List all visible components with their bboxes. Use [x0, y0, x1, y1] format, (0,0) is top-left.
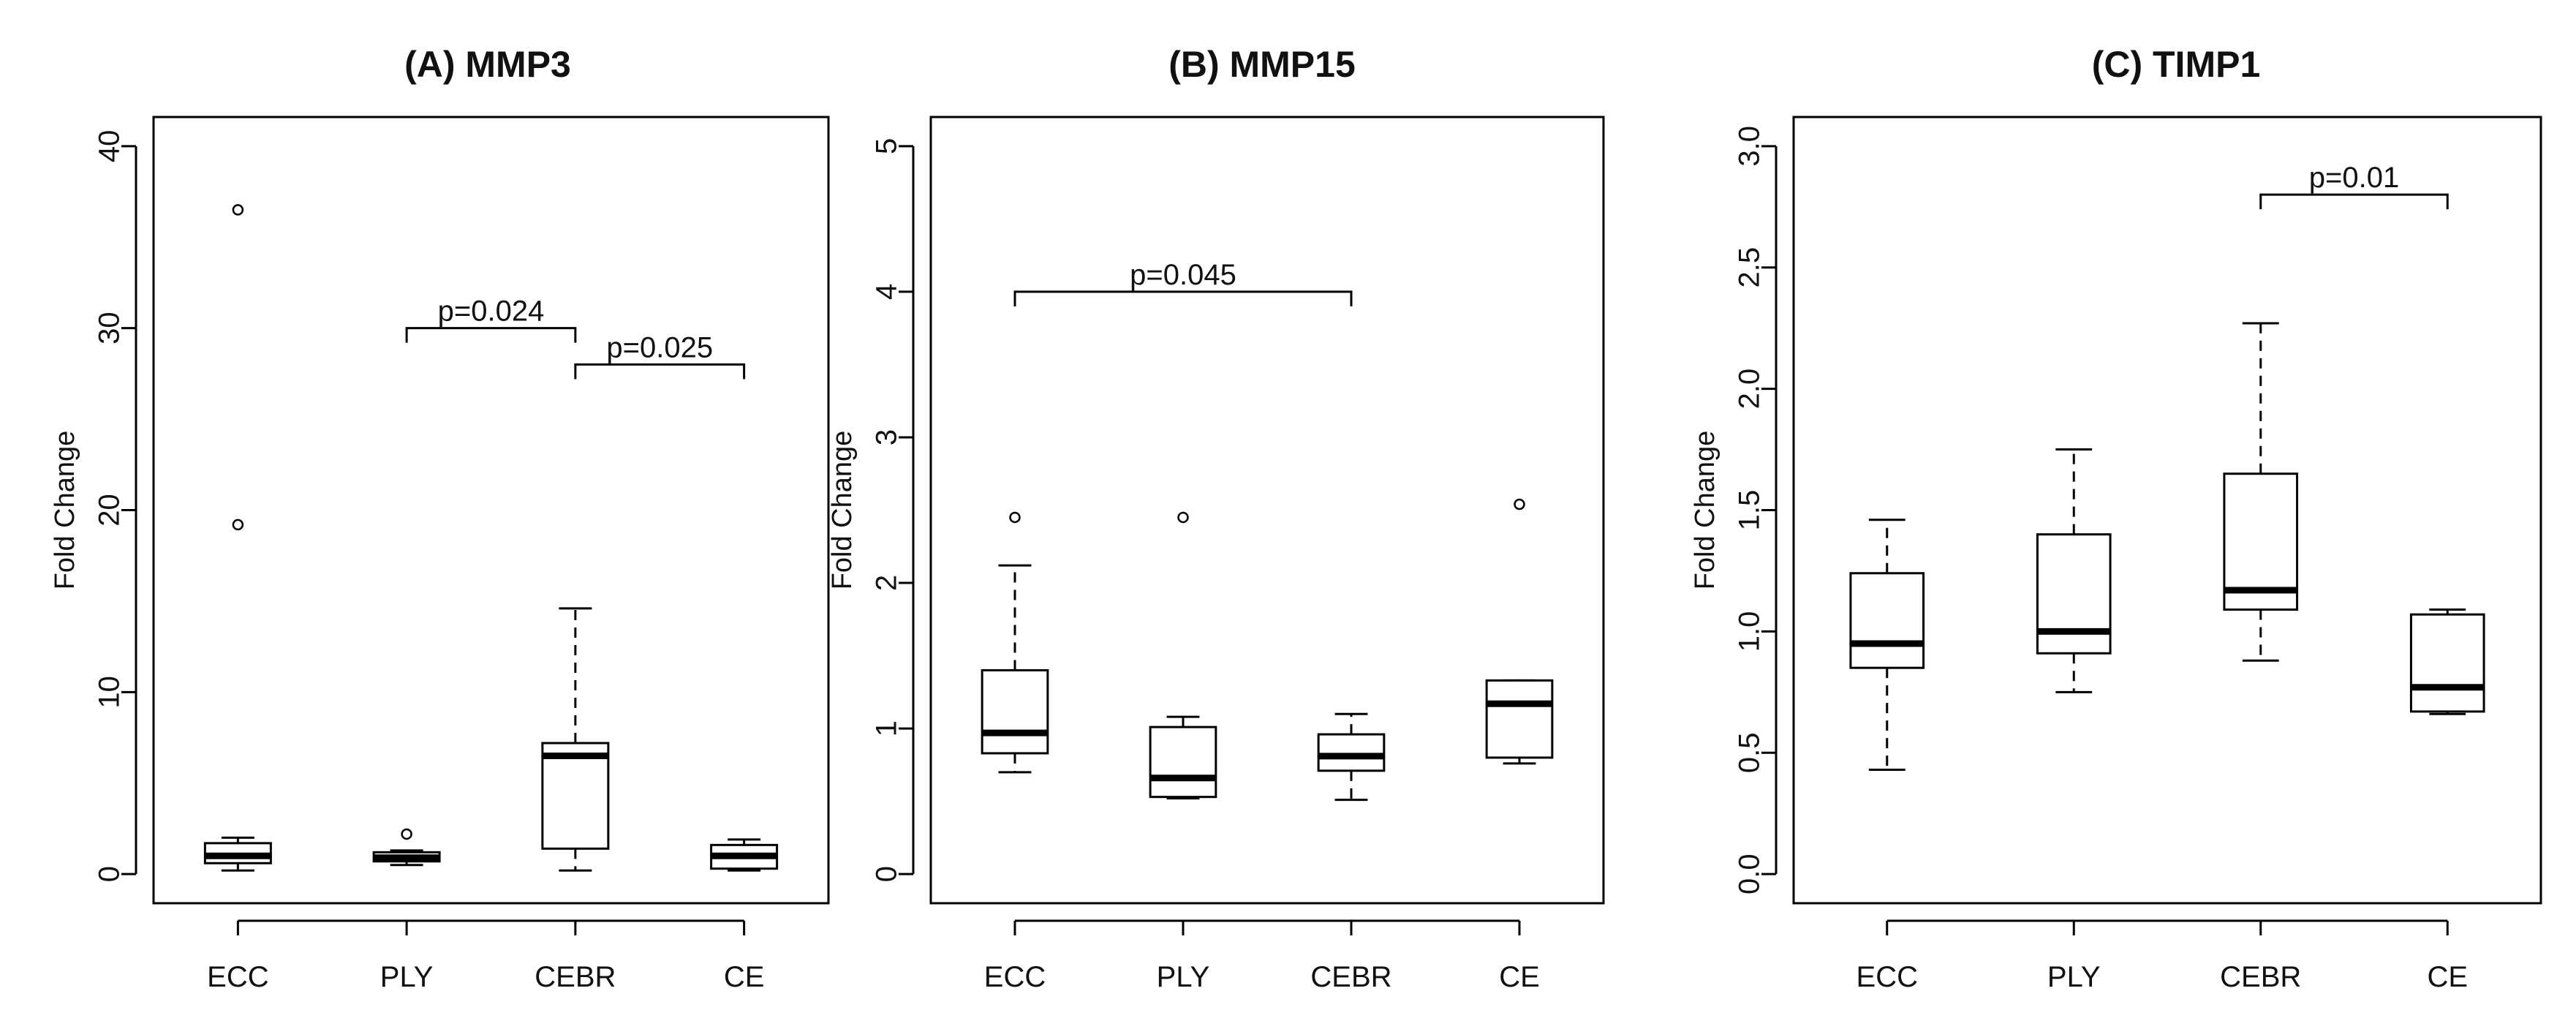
iqr-box — [2409, 613, 2485, 713]
x-tick-label-ply: PLY — [1157, 961, 1210, 993]
box-cebr — [541, 607, 610, 872]
y-tick-label: 2.5 — [1734, 247, 1766, 288]
y-tick-label: 1.5 — [1734, 490, 1766, 531]
box-ply — [372, 828, 441, 867]
y-tick-label: 3 — [871, 429, 903, 445]
y-tick-label: 30 — [94, 312, 126, 344]
box-ce — [710, 838, 779, 872]
box-ce — [2409, 608, 2485, 715]
y-tick-label: 0.5 — [1734, 732, 1766, 773]
iqr-box — [1149, 726, 1217, 799]
box-ecc — [1849, 519, 1925, 772]
y-tick-label: 3.0 — [1734, 126, 1766, 167]
bracket-line — [405, 327, 577, 343]
y-tick-label: 5 — [871, 138, 903, 154]
y-tick-label: 0 — [94, 866, 126, 882]
bracket-line — [574, 363, 746, 380]
plot-frame — [152, 116, 830, 905]
box-cebr — [1317, 712, 1386, 802]
y-tick-label: 20 — [94, 494, 126, 527]
significance-bracket: p=0.01 — [2259, 162, 2449, 210]
outlier-point — [232, 519, 244, 531]
y-tick-label: 2.0 — [1734, 369, 1766, 410]
outlier-point — [1514, 498, 1525, 510]
x-tick-label-ply: PLY — [2047, 961, 2101, 993]
panel-title: (A) MMP3 — [404, 44, 571, 85]
y-tick-label: 0 — [871, 866, 903, 882]
y-axis-label: Fold Change — [827, 431, 858, 590]
panel-2: (B) MMP15 0 1 2 3 4 5 Fold Change ECC PLY CEBR CE p=… — [827, 44, 1605, 993]
x-tick-label-cebr: CEBR — [2220, 961, 2301, 993]
p-value-label: p=0.01 — [2309, 162, 2399, 194]
x-tick-label-ce: CE — [1499, 961, 1540, 993]
y-axis-label: Fold Change — [1690, 431, 1721, 590]
box-ply — [2036, 448, 2112, 693]
iqr-box — [1317, 733, 1386, 772]
x-tick-label-cebr: CEBR — [1310, 961, 1391, 993]
iqr-box — [981, 668, 1049, 755]
significance-bracket: p=0.024 — [405, 295, 577, 343]
y-tick-label: 1 — [871, 720, 903, 736]
significance-bracket: p=0.025 — [574, 331, 746, 380]
iqr-box — [2036, 533, 2112, 655]
box-cebr — [2223, 322, 2299, 662]
bracket-line — [1013, 290, 1353, 306]
iqr-box — [1485, 679, 1554, 759]
y-tick-label: 10 — [94, 676, 126, 709]
panel-title: (C) TIMP1 — [2092, 44, 2261, 85]
y-tick-label: 1.0 — [1734, 611, 1766, 652]
y-tick-label: 2 — [871, 575, 903, 591]
outlier-point — [1177, 511, 1189, 524]
y-tick-label: 4 — [871, 284, 903, 300]
y-tick-label: 0.0 — [1734, 853, 1766, 894]
x-tick-label-cebr: CEBR — [535, 961, 616, 993]
box-ecc — [981, 511, 1049, 774]
p-value-label: p=0.045 — [1130, 259, 1236, 291]
box-ce — [1485, 498, 1554, 765]
plot-frame — [929, 116, 1605, 905]
panel-3: (C) TIMP1 0.0 0.5 1.0 1.5 2.0 2.5 3.0 Fold Chang… — [1690, 44, 2542, 993]
iqr-box — [541, 742, 610, 850]
x-tick-label-ecc: ECC — [984, 961, 1046, 993]
outlier-point — [1009, 511, 1021, 524]
x-tick-label-ply: PLY — [380, 961, 434, 993]
significance-bracket: p=0.045 — [1013, 259, 1353, 306]
bracket-line — [2259, 193, 2449, 210]
p-value-label: p=0.025 — [606, 331, 713, 363]
y-tick-label: 40 — [94, 130, 126, 163]
x-tick-label-ce: CE — [724, 961, 765, 993]
y-axis-label: Fold Change — [50, 431, 80, 590]
outlier-point — [232, 204, 244, 216]
plot-frame — [1792, 116, 2542, 905]
p-value-label: p=0.024 — [438, 295, 545, 328]
x-tick-label-ecc: ECC — [207, 961, 268, 993]
box-ply — [1149, 511, 1217, 800]
panel-title: (B) MMP15 — [1168, 44, 1356, 85]
x-tick-label-ce: CE — [2427, 961, 2468, 993]
box-ecc — [203, 204, 272, 872]
outlier-point — [401, 828, 412, 840]
iqr-box — [1849, 572, 1925, 669]
panel-1: (A) MMP3 0 10 20 30 40 Fold Change ECC PLY CEBR CE… — [50, 44, 830, 993]
x-tick-label-ecc: ECC — [1857, 961, 1918, 993]
